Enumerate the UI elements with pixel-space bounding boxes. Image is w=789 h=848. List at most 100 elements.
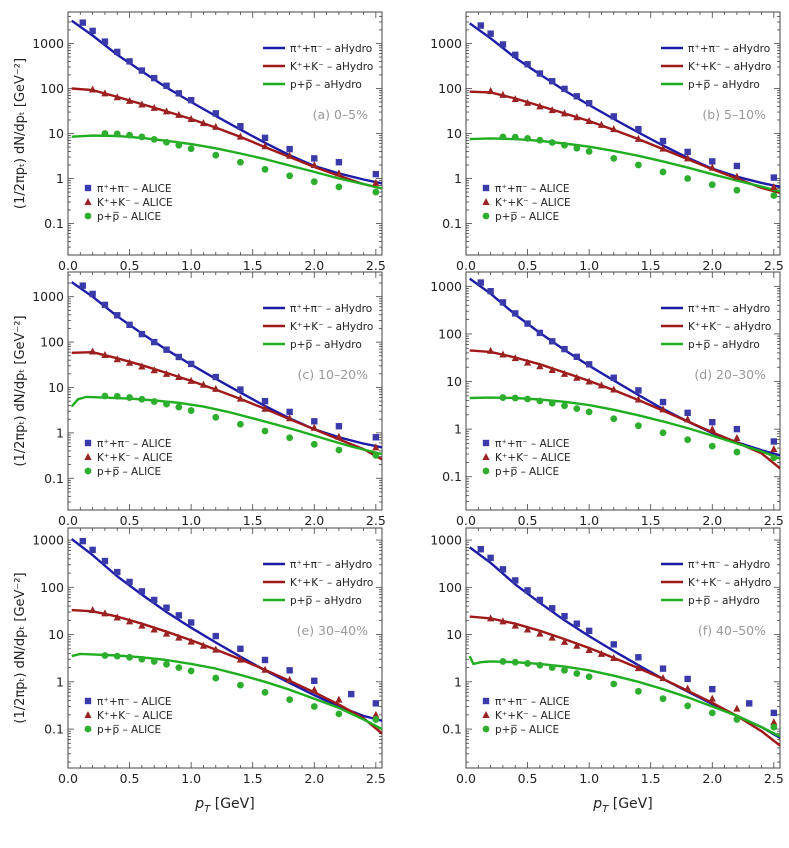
panel-label: (a) 0–5%	[313, 107, 369, 122]
x-tick-label: 0.0	[456, 258, 476, 273]
pion-marker	[549, 78, 555, 84]
pion-marker	[478, 22, 484, 28]
pion-marker	[586, 361, 592, 367]
proton-marker	[336, 447, 343, 454]
proton-marker	[102, 652, 109, 659]
x-tick-label: 1.5	[243, 258, 263, 273]
legend-marker-swatch	[85, 468, 92, 475]
legend-marker-label: π⁺+π⁻ – ALICE	[97, 696, 172, 708]
chart-panel-2: 0.111010010000.0 0.5 1.0 1.5 2.0 2.5π⁺+π⁻ – a…	[430, 12, 784, 273]
legend-marker-swatch	[483, 468, 490, 475]
legend-line-label: p+p̅ – aHydro	[688, 595, 760, 607]
legend-marker-swatch	[483, 698, 489, 704]
legend-marker-label: K⁺+K⁻ – ALICE	[97, 197, 173, 209]
x-tick-label: 1.0	[181, 258, 201, 273]
pion-marker	[126, 579, 132, 585]
pion-marker	[684, 410, 690, 416]
x-tick-label: 2.0	[702, 258, 722, 273]
legend-line-label: K⁺+K⁻ – aHydro	[688, 61, 771, 73]
x-tick-label: 2.0	[304, 258, 324, 273]
x-tick-label: 1.5	[641, 258, 661, 273]
y-tick-label: 100	[438, 580, 462, 595]
proton-marker	[372, 189, 379, 196]
pion-marker	[139, 67, 145, 73]
x-tick-label: 1.0	[181, 513, 201, 528]
x-axis-label: pT [GeV]	[592, 796, 652, 815]
kaon-marker	[709, 425, 716, 432]
proton-marker	[262, 689, 269, 696]
x-tick-label: 2.5	[366, 771, 386, 786]
proton-marker	[500, 658, 507, 665]
pion-marker	[237, 646, 243, 652]
x-tick-label: 2.0	[304, 513, 324, 528]
pion-marker	[163, 605, 169, 611]
pion-marker	[487, 555, 493, 561]
pion-marker	[286, 409, 292, 415]
proton-marker	[561, 667, 568, 674]
proton-marker	[734, 449, 741, 456]
proton-marker	[586, 673, 593, 680]
proton-marker	[512, 659, 519, 666]
proton-marker	[114, 130, 121, 137]
legend-line-label: p+p̅ – aHydro	[290, 79, 362, 91]
legend-marker-label: p+p̅ – ALICE	[495, 211, 559, 223]
proton-marker	[684, 436, 691, 443]
legend-line-label: K⁺+K⁻ – aHydro	[290, 61, 373, 73]
proton-marker	[286, 172, 293, 179]
legend-line-label: K⁺+K⁻ – aHydro	[290, 577, 373, 589]
figure: 0.111010010000.0 0.5 1.0 1.5 2.0 2.5π⁺+π⁻ – a…	[0, 0, 789, 848]
y-tick-label: 10	[446, 374, 462, 389]
kaon-marker	[89, 606, 96, 613]
proton-marker	[126, 394, 133, 401]
proton-marker	[549, 664, 556, 671]
pion-marker	[524, 320, 530, 326]
y-tick-label: 1	[454, 422, 462, 437]
legend-marker-label: p+p̅ – ALICE	[97, 724, 161, 736]
kaon-marker	[733, 705, 740, 712]
pion-marker	[114, 49, 120, 55]
pion-marker	[709, 419, 715, 425]
pion-marker	[102, 302, 108, 308]
y-tick-label: 100	[438, 326, 462, 341]
proton-marker	[212, 414, 219, 421]
pion-marker	[635, 654, 641, 660]
y-tick-label: 100	[40, 81, 64, 96]
pion-marker	[611, 641, 617, 647]
pion-marker	[163, 346, 169, 352]
pion-marker	[561, 613, 567, 619]
y-tick-label: 1000	[430, 36, 462, 51]
legend-line-label: π⁺+π⁻ – aHydro	[290, 303, 372, 315]
legend-marker-label: π⁺+π⁻ – ALICE	[495, 183, 570, 195]
y-tick-label: 100	[438, 81, 462, 96]
proton-marker	[660, 695, 667, 702]
pion-marker	[500, 299, 506, 305]
proton-marker	[536, 137, 543, 144]
y-tick-label: 10	[48, 126, 64, 141]
pion-marker	[373, 700, 379, 706]
pion-marker	[80, 282, 86, 288]
legend-marker-label: π⁺+π⁻ – ALICE	[495, 438, 570, 450]
pion-marker	[188, 619, 194, 625]
proton-marker	[512, 134, 519, 141]
y-tick-label: 1000	[32, 36, 64, 51]
proton-marker	[262, 166, 269, 173]
pion-marker	[512, 310, 518, 316]
kaon-marker	[684, 685, 691, 692]
kaon-marker	[770, 445, 777, 452]
x-tick-label: 0.0	[456, 513, 476, 528]
proton-marker	[102, 393, 109, 400]
proton-marker	[286, 434, 293, 441]
pion-marker	[771, 710, 777, 716]
pion-marker	[684, 676, 690, 682]
legend-line-label: π⁺+π⁻ – aHydro	[290, 43, 372, 55]
legend-line-label: K⁺+K⁻ – aHydro	[688, 321, 771, 333]
legend-marker-label: π⁺+π⁻ – ALICE	[97, 183, 172, 195]
x-tick-label: 0.5	[518, 258, 538, 273]
pion-marker	[373, 434, 379, 440]
pion-marker	[734, 426, 740, 432]
legend-marker-swatch	[84, 198, 91, 205]
x-tick-label: 1.5	[243, 513, 263, 528]
x-tick-label: 0.5	[518, 513, 538, 528]
kaon-marker	[487, 87, 494, 94]
x-tick-label: 2.5	[764, 771, 784, 786]
